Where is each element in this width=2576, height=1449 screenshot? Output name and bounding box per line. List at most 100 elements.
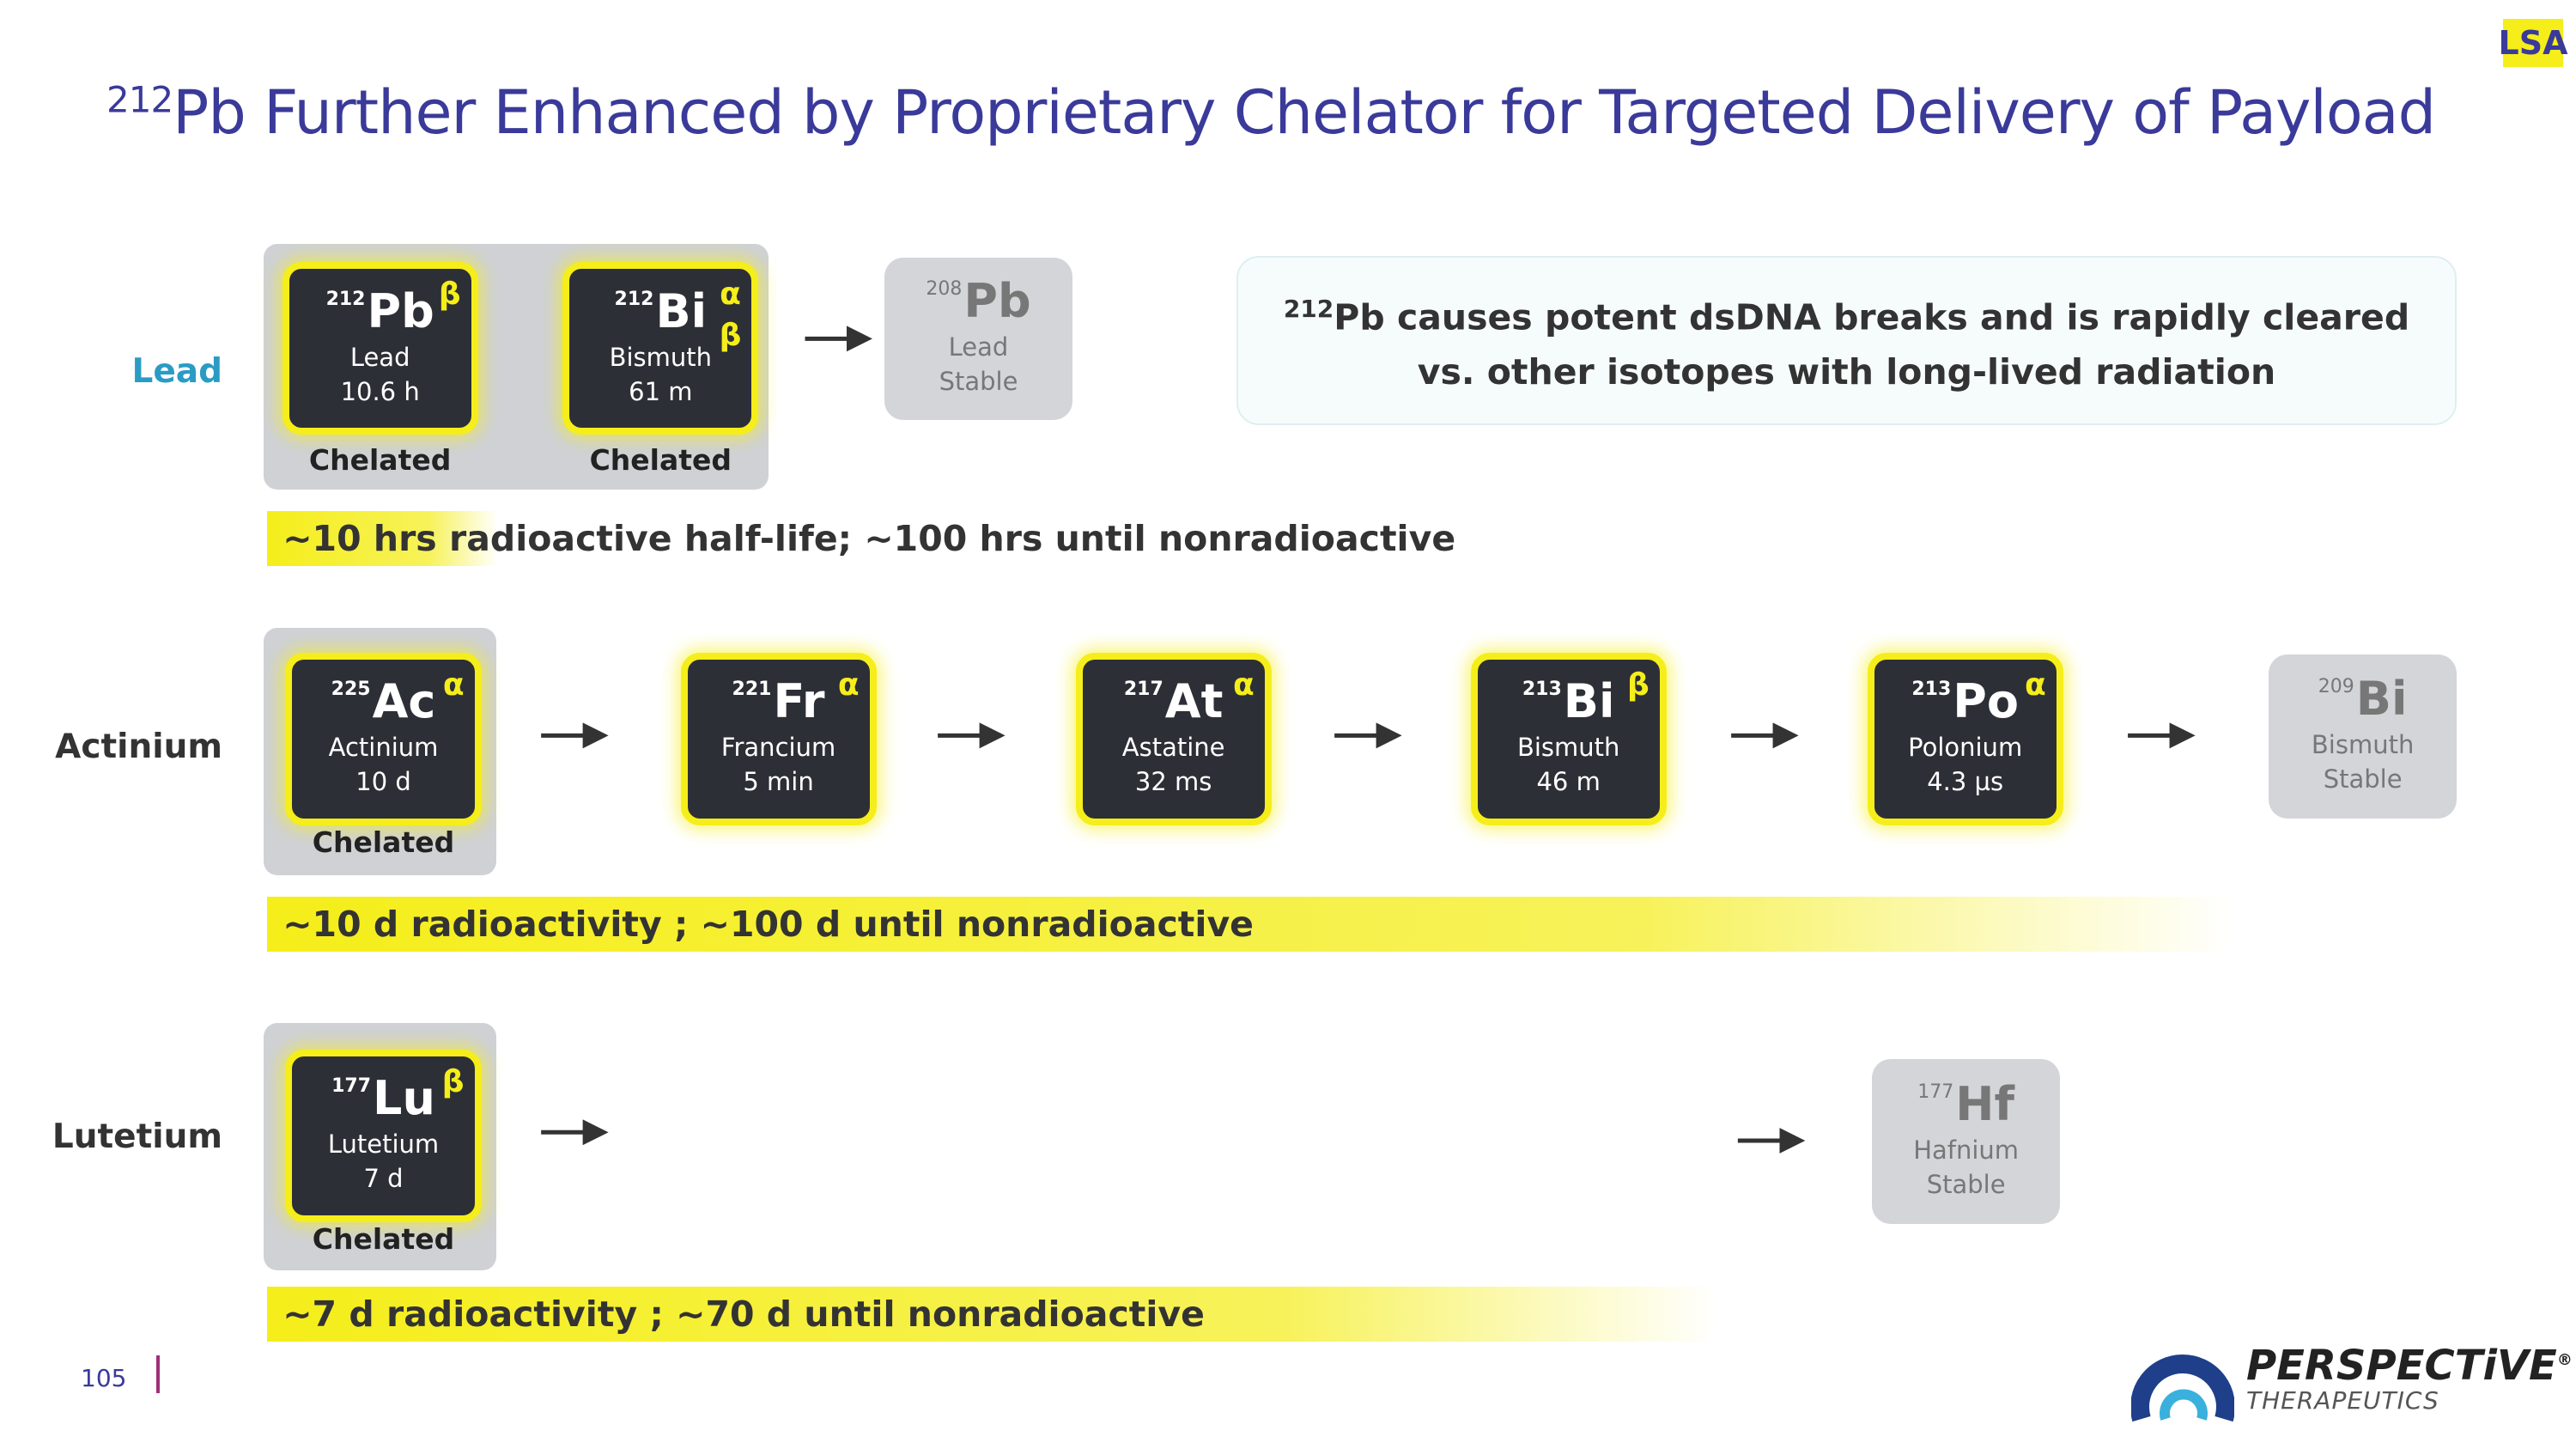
half-life-note: ~7 d radioactivity ; ~70 d until nonradi… [267,1287,1718,1342]
title-superscript: 212 [106,78,173,121]
element-symbol: Ac [372,674,436,729]
page-number: 105 [81,1364,127,1392]
mass-number: 225 [331,679,371,701]
element-name: Lutetium [327,1129,440,1160]
decay-mode: α [720,277,741,313]
callout-line: vs. other isotopes with long-lived radia… [1417,351,2276,393]
half-life: 61 m [629,376,693,406]
element-name: Actinium [328,733,439,763]
element-name: Astatine [1121,733,1225,763]
half-life: Stable [1926,1169,2006,1199]
element-name: Bismuth [2311,730,2415,760]
decay-modes: β [1627,665,1649,706]
stable-tile: 208Pb Lead Stable [884,257,1072,421]
half-life: Stable [2323,764,2403,795]
isotope-symbol: 209Bi [2318,676,2408,722]
element-name: Lead [349,342,410,372]
callout: 212Pb causes potent dsDNA breaks and is … [1236,256,2457,425]
element-symbol: Fr [773,674,825,729]
chelated-label: Chelated [312,1221,455,1256]
isotope-symbol: 225Ac [331,679,436,725]
element-symbol: Po [1953,674,2019,729]
isotope-tile: 213Bi Bismuth 46 m β [1470,652,1667,825]
decay-modes: β [439,274,461,315]
element-name: Hafnium [1913,1135,2020,1165]
mass-number: 177 [331,1075,372,1098]
row-label: Lutetium [52,1117,223,1157]
decay-mode: α [1232,667,1255,703]
mass-number: 221 [732,679,772,701]
isotope-tile: 221Fr Francium 5 min α [680,652,877,825]
isotope-symbol: 212Bi [614,288,708,335]
half-life: 4.3 µs [1927,767,2004,797]
element-name: Bismuth [609,342,713,372]
element-name: Lead [948,332,1009,362]
element-name: Bismuth [1516,733,1620,763]
title-text: Pb Further Enhanced by Proprietary Chela… [173,77,2436,148]
isotope-symbol: 208Pb [926,278,1030,325]
mass-number: 208 [926,278,963,301]
decay-mode: α [2024,667,2046,703]
logo-mark [2131,1355,2234,1422]
stable-tile: 209Bi Bismuth Stable [2269,654,2457,819]
isotope-symbol: 213Bi [1522,679,1615,725]
mass-number: 209 [2318,676,2354,698]
decay-modes: β [442,1062,465,1103]
logo-registered: ® [2556,1351,2573,1369]
row-label: Actinium [55,728,223,767]
logo-subtitle: THERAPEUTICS [2246,1386,2439,1415]
half-life: Stable [939,367,1018,397]
badge: LSA [2499,19,2568,67]
element-name: Francium [720,733,836,763]
mass-number: 217 [1123,679,1163,701]
element-symbol: At [1164,674,1224,729]
half-life-note: ~10 d radioactivity ; ~100 d until nonra… [267,896,2233,952]
decay-mode: β [438,277,461,313]
element-symbol: Bi [2355,672,2408,727]
half-life-note: ~10 hrs radioactive half-life; ~100 hrs … [267,511,1455,567]
isotope-tile: 212Pb Lead 10.6 h β [282,262,478,435]
chelated-label: Chelated [589,443,732,478]
isotope-symbol: 221Fr [732,679,825,725]
isotope-symbol: 177Lu [331,1075,435,1122]
slide-title: 212Pb Further Enhanced by Proprietary Ch… [106,77,2436,148]
row-label: Lead [131,352,223,392]
callout-superscript: 212 [1283,294,1334,323]
callout-line: 212Pb causes potent dsDNA breaks and is … [1284,282,2409,345]
stable-tile: 177Hf Hafnium Stable [1872,1059,2060,1224]
isotope-symbol: 177Hf [1917,1081,2014,1128]
element-symbol: Bi [1563,674,1615,729]
element-name: Polonium [1908,733,2023,763]
decay-mode: β [719,318,742,354]
half-life: 7 d [363,1164,404,1194]
element-symbol: Lu [373,1071,435,1126]
half-life: 5 min [743,767,814,797]
decay-modes: α [838,665,860,706]
isotope-symbol: 212Pb [325,288,434,335]
decay-modes: α [1233,665,1255,706]
isotope-symbol: 217At [1124,679,1224,725]
element-symbol: Hf [1955,1076,2014,1131]
decay-mode: β [1626,667,1649,703]
mass-number: 212 [614,288,654,310]
mass-number: 213 [1522,679,1562,701]
element-symbol: Pb [367,283,434,338]
mass-number: 213 [1911,679,1952,701]
chelated-label: Chelated [312,825,455,859]
half-life: 32 ms [1134,767,1212,797]
decay-mode: α [837,667,860,703]
decay-mode: β [441,1063,465,1099]
decay-mode: α [442,667,465,703]
callout-text: Pb causes potent dsDNA breaks and is rap… [1334,296,2410,338]
isotope-tile: 217At Astatine 32 ms α [1075,652,1272,825]
isotope-tile: 225Ac Actinium 10 d α [285,652,482,825]
mass-number: 177 [1917,1081,1954,1103]
half-life: 10 d [355,767,411,797]
decay-modes: α [2025,665,2046,706]
mass-number: 212 [325,288,366,310]
